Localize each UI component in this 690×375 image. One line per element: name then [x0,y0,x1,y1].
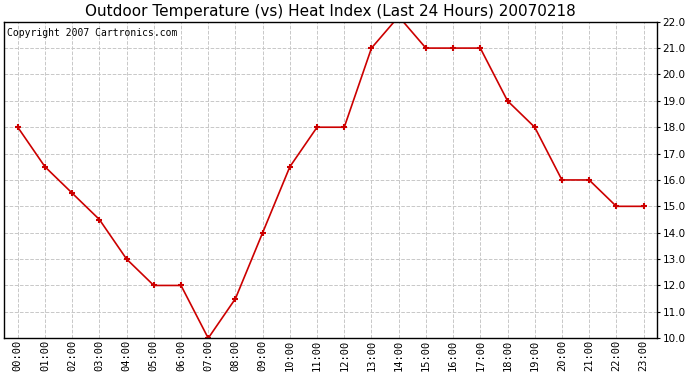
Title: Outdoor Temperature (vs) Heat Index (Last 24 Hours) 20070218: Outdoor Temperature (vs) Heat Index (Las… [86,4,576,19]
Text: Copyright 2007 Cartronics.com: Copyright 2007 Cartronics.com [8,28,178,38]
